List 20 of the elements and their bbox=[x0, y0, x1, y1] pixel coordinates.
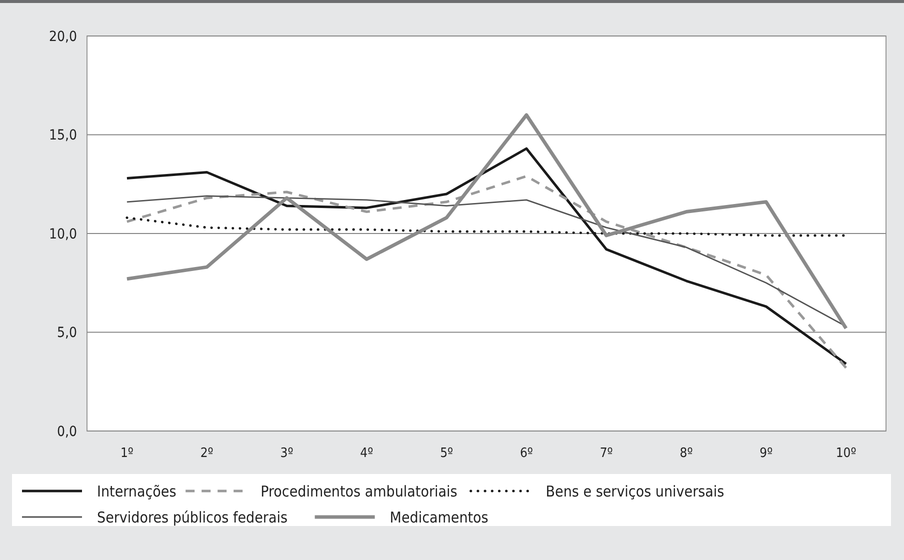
y-tick-label: 0,0 bbox=[56, 424, 77, 440]
y-tick-label: 20,0 bbox=[48, 28, 77, 45]
x-tick-label: 10º bbox=[836, 446, 856, 461]
x-tick-label: 5º bbox=[440, 446, 454, 461]
y-tick-label: 15,0 bbox=[48, 128, 77, 144]
x-tick-label: 3º bbox=[280, 446, 294, 461]
legend-label: Medicamentos bbox=[390, 508, 488, 526]
y-tick-label: 10,0 bbox=[48, 226, 77, 242]
x-tick-label: 6º bbox=[520, 446, 533, 461]
x-tick-label: 4º bbox=[360, 446, 374, 461]
legend-label: Servidores públicos federais bbox=[97, 508, 288, 526]
legend-label: Bens e serviços universais bbox=[546, 482, 724, 500]
x-tick-label: 1º bbox=[120, 446, 134, 461]
x-tick-label: 7º bbox=[600, 446, 613, 461]
y-tick-label: 5,0 bbox=[56, 325, 77, 342]
x-tick-label: 2º bbox=[200, 446, 214, 461]
x-tick-label: 9º bbox=[760, 446, 773, 461]
legend-label: Internações bbox=[97, 482, 176, 500]
legend-label: Procedimentos ambulatoriais bbox=[260, 482, 458, 500]
x-tick-label: 8º bbox=[680, 446, 693, 461]
